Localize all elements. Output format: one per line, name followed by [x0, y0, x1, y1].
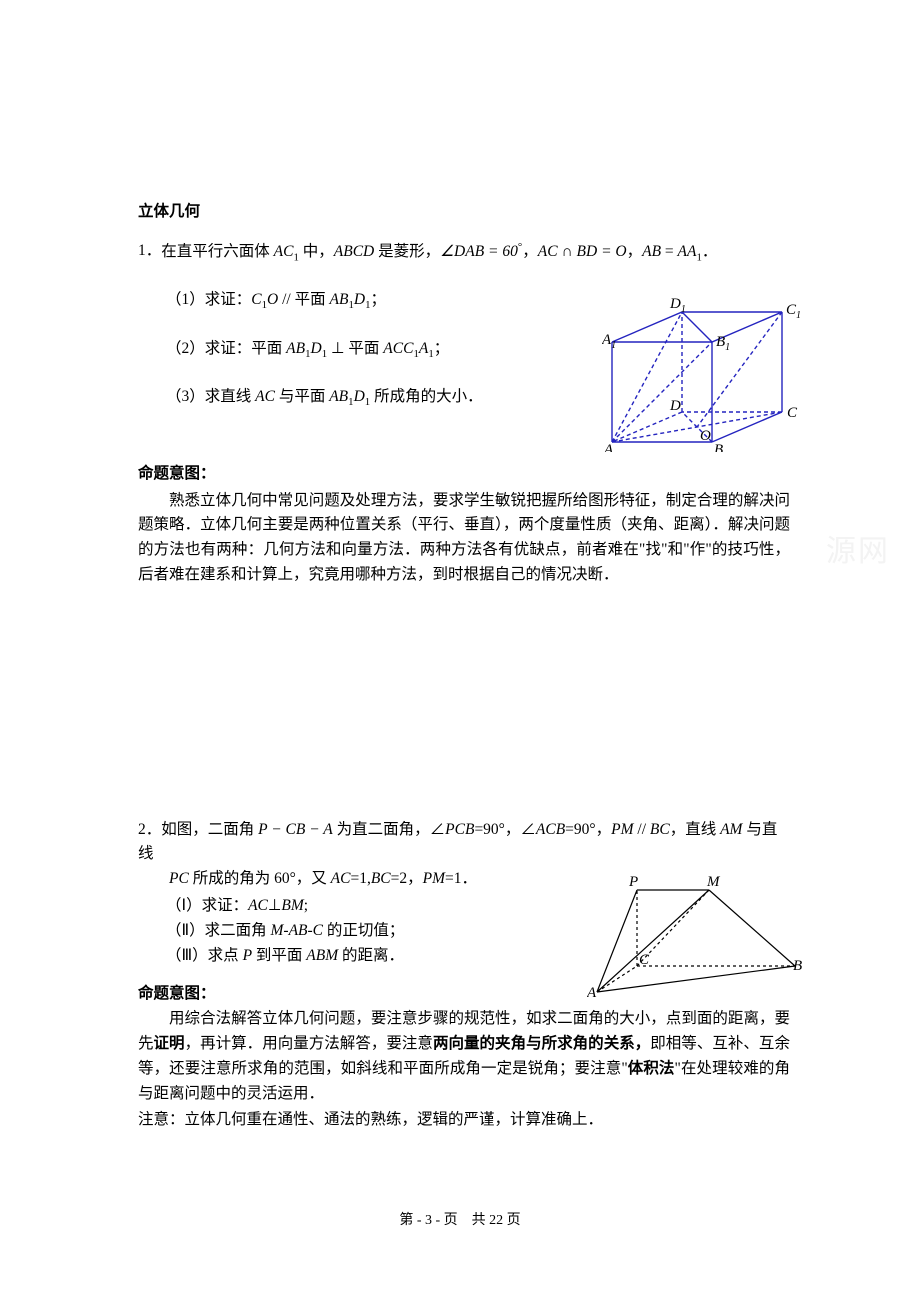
page: 源网 立体几何 1． 在直平行六面体 AC1 中，ABCD 是菱形，∠DAB =…	[0, 0, 920, 1302]
problem-2-stem: 2．如图，二面角 P − CB − A 为直二面角，∠PCB=90°，∠ACB=…	[138, 818, 790, 868]
intent-2-note: 注意：立体几何重在通性、通法的熟练，逻辑的严谨，计算准确上．	[138, 1108, 790, 1133]
fig1-label-A1: A1	[602, 332, 616, 351]
problem-1-text: 在直平行六面体 AC1 中，ABCD 是菱形，∠DAB = 60°，AC ∩ B…	[161, 239, 717, 267]
page-footer: 第 - 3 - 页 共 22 页	[0, 1210, 920, 1232]
fig2-label-C: C	[639, 952, 650, 968]
intent-1-text: 熟悉立体几何中常见问题及处理方法，要求学生敏锐把握所给图形特征，制定合理的解决问…	[138, 489, 790, 588]
problem-1-number: 1．	[138, 239, 161, 264]
fig2-label-B: B	[793, 958, 802, 974]
watermark: 源网	[826, 528, 890, 576]
fig2-label-P: P	[628, 874, 638, 890]
fig1-label-C: C	[787, 405, 798, 421]
figure-2: A C B P M	[587, 874, 802, 999]
section-title: 立体几何	[138, 200, 790, 225]
fig1-label-B: B	[714, 442, 723, 452]
problem-2-number: 2．	[138, 821, 161, 838]
fig2-label-M: M	[706, 874, 721, 890]
fig1-label-C1: C1	[786, 302, 801, 321]
fig1-label-O: O	[700, 428, 711, 444]
problem-1-stem: 1． 在直平行六面体 AC1 中，ABCD 是菱形，∠DAB = 60°，AC …	[138, 239, 790, 267]
fig1-label-A: A	[603, 442, 614, 452]
fig1-label-B1: B1	[716, 334, 730, 353]
fig2-label-A: A	[587, 985, 597, 999]
fig1-label-D: D	[669, 398, 681, 414]
intent-1-title: 命题意图：	[138, 462, 790, 487]
fig1-label-D1: D1	[669, 296, 686, 315]
intent-2-text: 用综合法解答立体几何问题，要注意步骤的规范性，如求二面角的大小，点到面的距离，要…	[138, 1007, 790, 1106]
figure-1: A B C D O A1 B1 C1 D1	[602, 282, 802, 452]
